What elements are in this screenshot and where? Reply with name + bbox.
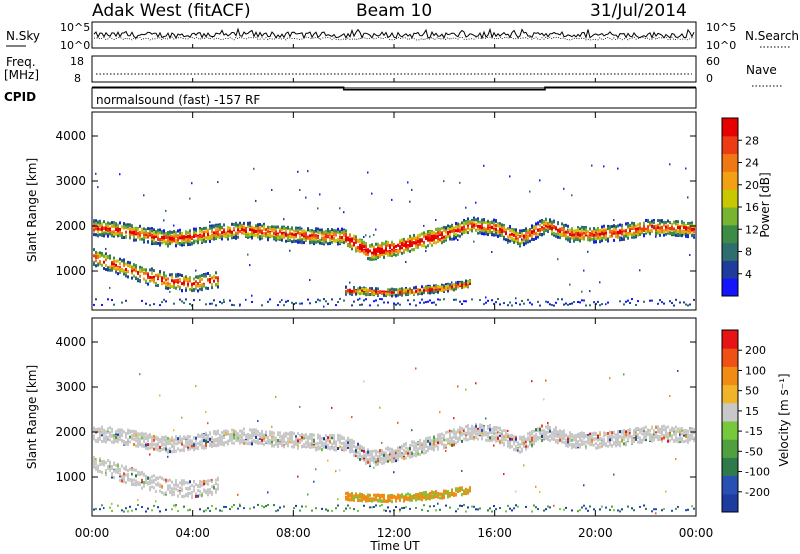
x-tick-label: 04:00 [175,526,210,540]
power-ylabel: Slant Range [km] [25,158,39,262]
colorbar-segment [722,421,738,440]
velocity-colorbar-frame [721,329,739,513]
date-title: 31/Jul/2014 [590,1,687,21]
colorbar-tick-label: 12 [745,223,759,236]
power-colorbar [722,118,738,297]
colorbar-segment [722,189,738,208]
noise-right-tick-bottom: 10^0 [706,39,736,52]
colorbar-tick-label: -100 [745,466,770,479]
colorbar-tick-label: 20 [745,179,759,192]
velocity-colorbar-label: Velocity [m s⁻¹] [777,373,791,466]
freq-right-tick-top: 60 [706,55,720,68]
power-ytick-1000: 1000 [55,264,86,278]
colorbar-segment [722,457,738,477]
colorbar-segment [722,384,738,404]
x-axis-label: Time UT [369,539,420,553]
power-colorbar-label: Power [dB] [758,172,772,237]
freq-left-tick-top: 18 [70,55,84,68]
power-ytick-4000: 4000 [55,129,86,143]
noise-right-tick-top: 10^5 [706,21,736,34]
velocity-ylabel: Slant Range [km] [25,365,39,469]
power-panel-frame [91,111,697,311]
colorbar-segment [722,118,738,137]
beam-title: Beam 10 [356,1,432,21]
noise-left-tick-bottom: 10^0 [60,39,90,52]
colorbar-tick-label: -200 [745,486,770,499]
colorbar-segment [722,278,738,297]
colorbar-tick-label: 50 [745,385,759,398]
noise-left-tick-top: 10^5 [60,21,90,34]
colorbar-segment [722,366,738,386]
nave-label: Nave [746,63,777,77]
colorbar-segment [722,135,738,155]
x-tick-label: 12:00 [377,526,412,540]
x-tick-label: 00:00 [75,526,110,540]
cpid-panel-frame [91,87,697,109]
colorbar-tick-label: 16 [745,201,759,214]
velocity-heatmap [93,367,695,515]
x-axis-ticks: 00:00 04:00 08:00 12:00 16:00 20:00 00:00 [75,44,714,540]
freq-right-tick-bottom: 0 [706,72,713,85]
colorbar-segment [722,153,738,172]
x-tick-label: 08:00 [276,526,311,540]
power-heatmap [93,163,695,308]
velocity-colorbar-ticks: 200 100 50 15 -15 -50 -100 -200 [738,344,770,499]
noise-search-label: N.Search [745,29,799,43]
velocity-ytick-2000: 2000 [55,425,86,439]
colorbar-segment [722,439,738,458]
velocity-ytick-1000: 1000 [55,470,86,484]
colorbar-segment [722,330,738,349]
freq-left-tick-bottom: 8 [74,72,81,85]
colorbar-segment [722,260,738,279]
colorbar-tick-label: 8 [745,246,752,259]
colorbar-tick-label: -50 [745,445,763,458]
colorbar-tick-label: 200 [745,344,766,357]
power-colorbar-ticks: 28 24 20 16 12 8 4 [738,134,759,281]
x-tick-label: 20:00 [578,526,613,540]
x-tick-label: 00:00 [679,526,714,540]
frequency-line [92,86,696,91]
colorbar-tick-label: 100 [745,364,766,377]
velocity-ytick-3000: 3000 [55,380,86,394]
velocity-ytick-4000: 4000 [55,335,86,349]
freq-unit-label: [MHz] [4,68,39,82]
power-ytick-2000: 2000 [55,219,86,233]
colorbar-tick-label: 15 [745,405,759,418]
station-title: Adak West (fitACF) [92,1,251,21]
cpid-text: normalsound (fast) -157 RF [96,93,260,107]
noise-sky-line [93,27,695,40]
velocity-colorbar [722,330,738,513]
colorbar-segment [722,402,738,422]
colorbar-tick-label: -15 [745,425,763,438]
colorbar-segment [722,475,738,495]
power-ytick-3000: 3000 [55,174,86,188]
colorbar-segment [722,242,738,261]
colorbar-tick-label: 24 [745,157,759,170]
velocity-y-ticks [92,341,696,478]
colorbar-tick-label: 4 [745,268,752,281]
freq-label: Freq. [6,55,36,69]
x-tick-label: 16:00 [477,526,512,540]
colorbar-tick-label: 28 [745,134,759,147]
colorbar-segment [722,493,738,513]
colorbar-segment [722,207,738,226]
colorbar-segment [722,224,738,244]
power-y-ticks [92,135,696,272]
noise-sky-label: N.Sky [6,29,40,43]
colorbar-segment [722,348,738,367]
colorbar-segment [722,171,738,190]
cpid-label: CPID [4,90,36,104]
